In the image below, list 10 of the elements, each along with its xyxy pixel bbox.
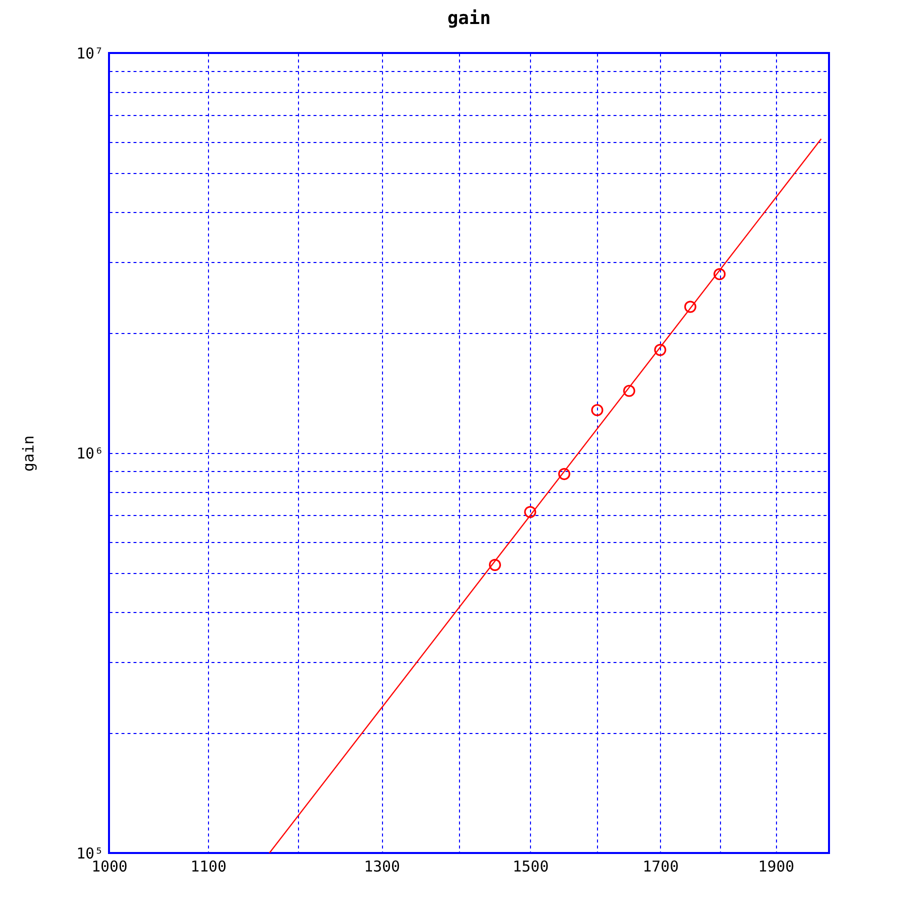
x-tick-label: 1500 xyxy=(512,858,549,876)
x-tick-label: 1300 xyxy=(364,858,400,876)
chart-title: gain xyxy=(447,8,491,29)
x-tick-label: 1900 xyxy=(758,858,794,876)
x-tick-label: 1000 xyxy=(91,858,128,876)
x-tick-label: 1100 xyxy=(190,858,227,876)
y-axis-title: gain xyxy=(19,435,38,472)
x-tick-label: 1700 xyxy=(642,858,679,876)
y-tick-label: 10⁶ xyxy=(76,444,104,462)
y-tick-label: 10⁷ xyxy=(76,44,104,62)
